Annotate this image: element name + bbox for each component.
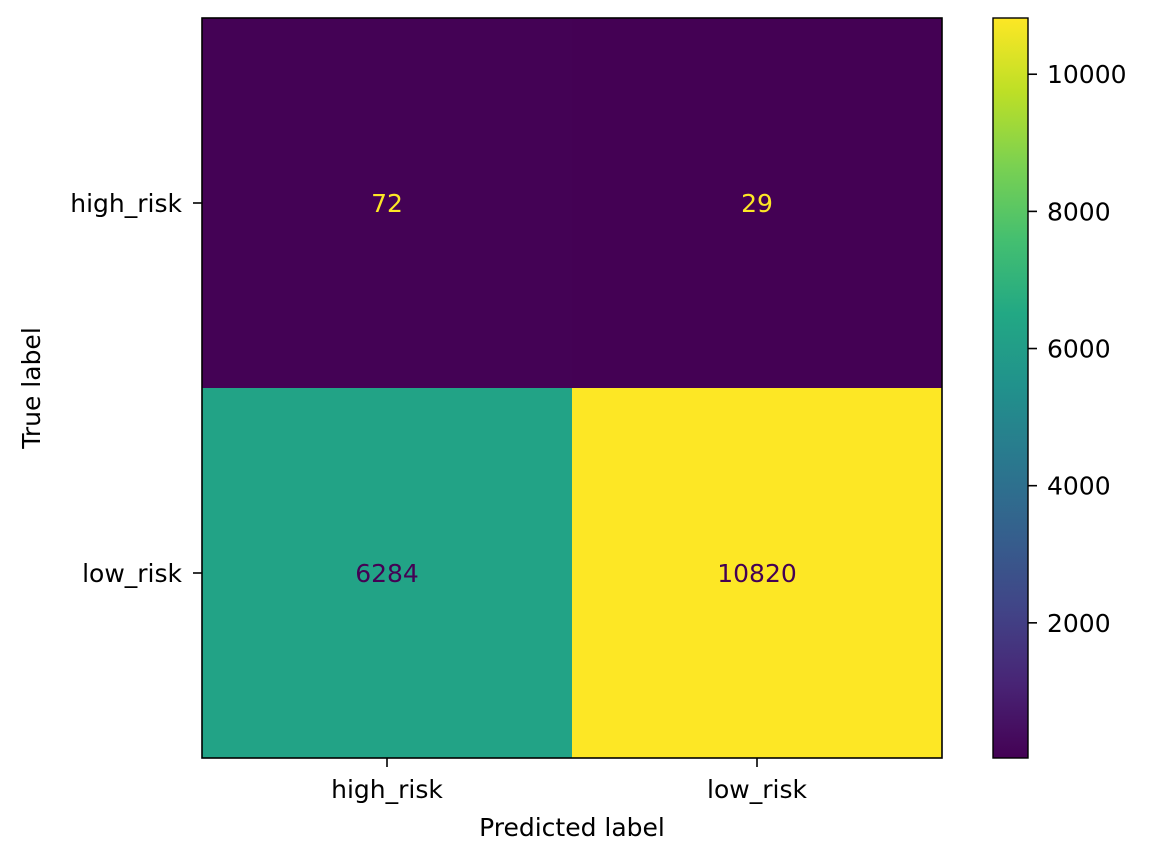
heatmap-cell [572,18,942,388]
y-axis-label: True label [17,327,46,450]
x-tick-label: high_risk [331,775,443,804]
heatmap-cell [202,388,572,758]
cell-value-label: 72 [371,189,403,218]
x-axis-label: Predicted label [479,813,665,842]
y-tick-label: high_risk [70,189,182,218]
plot-frame [201,17,943,759]
x-tick-label: low_risk [707,775,807,804]
colorbar-tick-label: 2000 [1047,609,1111,638]
cell-value-labels: 72 29 6284 10820 [355,189,797,588]
colorbar [992,17,1029,759]
x-axis-ticks: high_risk low_risk [331,758,807,804]
heatmap-cell [202,18,572,388]
y-axis-ticks: high_risk low_risk [70,189,202,588]
cell-value-label: 6284 [355,559,419,588]
cell-value-label: 29 [741,189,773,218]
heatmap-cells [202,18,942,758]
colorbar-tick-label: 6000 [1047,335,1111,364]
colorbar-tick-label: 4000 [1047,472,1111,501]
colorbar-ticks: 2000 4000 6000 8000 10000 [1028,60,1127,638]
colorbar-tick-label: 8000 [1047,197,1111,226]
y-tick-label: low_risk [82,559,182,588]
colorbar-tick-label: 10000 [1047,60,1127,89]
heatmap-cell [572,388,942,758]
cell-value-label: 10820 [717,559,797,588]
